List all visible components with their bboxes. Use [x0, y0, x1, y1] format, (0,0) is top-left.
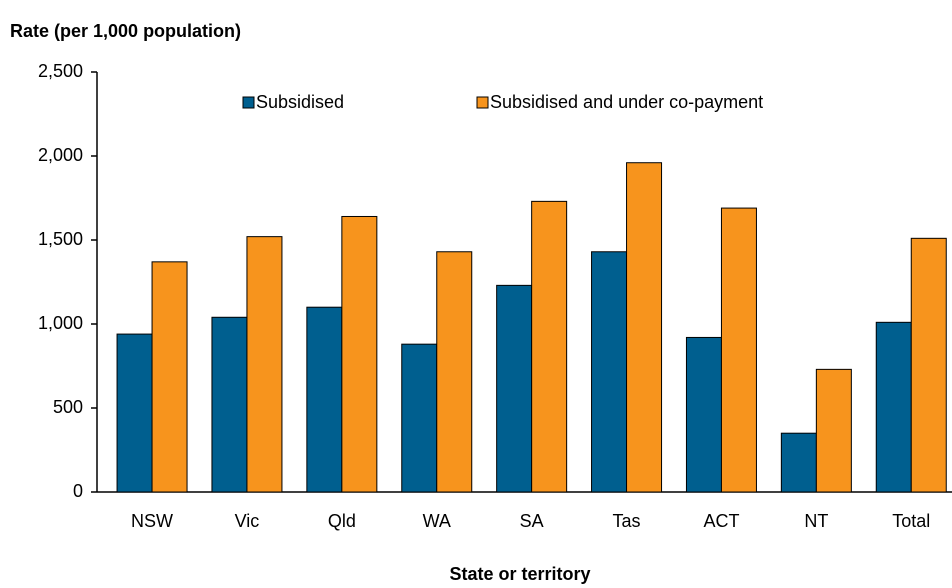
x-tick-label: WA — [423, 511, 451, 531]
chart-title: Rate (per 1,000 population) — [10, 21, 241, 41]
y-tick-label: 1,000 — [38, 313, 83, 333]
bar — [720, 207, 757, 493]
bar — [151, 261, 188, 493]
x-axis-title: State or territory — [449, 564, 590, 584]
x-tick-label: Qld — [328, 511, 356, 531]
x-tick-label: Total — [892, 511, 930, 531]
y-tick-label: 0 — [73, 481, 83, 501]
legend-swatch — [476, 96, 489, 109]
x-tick-label: Tas — [613, 511, 641, 531]
x-tick-label: NSW — [131, 511, 173, 531]
x-tick-label: Vic — [235, 511, 260, 531]
bar — [531, 200, 568, 493]
bar — [875, 321, 912, 493]
bar — [401, 343, 438, 493]
legend-swatch — [242, 96, 255, 109]
bar — [685, 336, 722, 493]
x-tick-label: NT — [804, 511, 828, 531]
bar — [116, 333, 153, 493]
bar — [626, 162, 663, 493]
legend-label: Subsidised and under co-payment — [490, 92, 763, 112]
bar — [496, 284, 533, 493]
x-tick-label: SA — [520, 511, 544, 531]
bar — [910, 237, 947, 493]
bar — [341, 215, 378, 493]
bar — [591, 251, 628, 493]
y-tick-label: 2,500 — [38, 61, 83, 81]
y-tick-label: 1,500 — [38, 229, 83, 249]
bar — [306, 306, 343, 493]
bar — [815, 368, 852, 493]
x-tick-label: ACT — [703, 511, 739, 531]
legend-label: Subsidised — [256, 92, 344, 112]
bar — [246, 236, 283, 493]
bar — [780, 432, 817, 493]
bar — [211, 316, 248, 493]
bar — [436, 251, 473, 493]
y-tick-label: 2,000 — [38, 145, 83, 165]
y-tick-label: 500 — [53, 397, 83, 417]
